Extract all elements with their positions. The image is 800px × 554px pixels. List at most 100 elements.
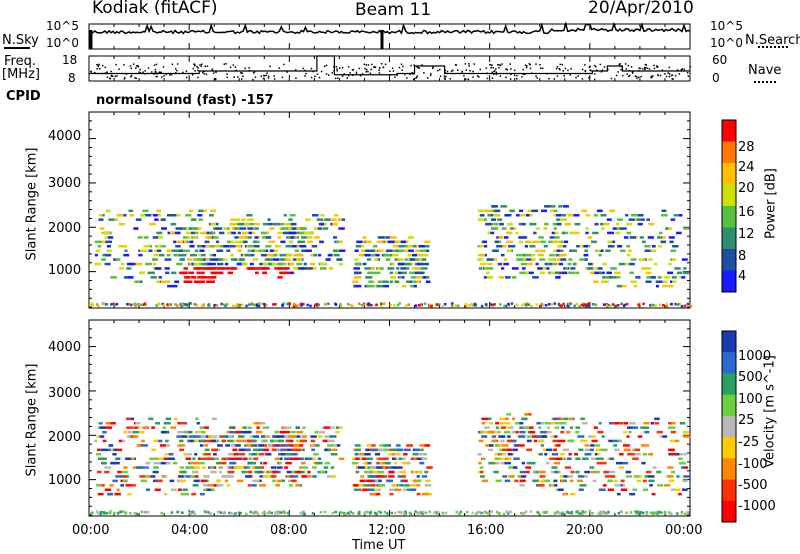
nave-point (563, 74, 565, 77)
power-cell (283, 214, 287, 217)
power-cell (274, 303, 277, 306)
velocity-cell (568, 417, 574, 421)
power-cell (336, 258, 343, 261)
velocity-cell (229, 466, 234, 469)
velocity-cell (248, 453, 252, 456)
power-cell (553, 214, 558, 217)
power-cell (123, 276, 129, 279)
velocity-cell (237, 511, 241, 514)
power-cell (488, 209, 496, 213)
power-cell (200, 245, 208, 248)
velocity-cell (686, 511, 689, 514)
velocity-cell (126, 426, 133, 429)
velocity-cell (281, 426, 288, 429)
power-cell (104, 253, 112, 257)
power-cell (355, 271, 359, 275)
power-cell (625, 302, 629, 306)
velocity-cell (355, 457, 361, 460)
xtick-0: 00:00 (72, 523, 110, 538)
velocity-cell (229, 430, 235, 434)
velocity-cell (204, 444, 208, 447)
velocity-cell (629, 492, 636, 496)
nave-point (667, 72, 669, 74)
nave-point (235, 69, 237, 72)
velocity-cell (375, 488, 379, 491)
power-cell (620, 302, 623, 305)
power-cell (204, 258, 209, 261)
velocity-cell (216, 484, 224, 487)
power-cell (248, 267, 253, 270)
power-cell (207, 304, 210, 307)
nave-point (635, 76, 638, 78)
velocity-cell (358, 466, 365, 469)
nave-point (672, 78, 674, 80)
power-colorbar-segment (722, 270, 736, 293)
nave-point (281, 76, 284, 79)
power-cell (262, 222, 269, 226)
power-cell (649, 304, 652, 307)
station-title: Kodiak (fitACF) (92, 0, 218, 18)
power-cell (210, 209, 217, 213)
velocity-cell (286, 470, 294, 474)
velocity-cell (645, 511, 649, 514)
nave-point (581, 78, 584, 80)
velocity-cell (365, 448, 370, 452)
power-cell (106, 245, 111, 248)
velocity-panel-frame (88, 319, 691, 517)
velocity-cell (233, 453, 239, 456)
nave-point (406, 77, 408, 79)
velocity-cell (228, 426, 233, 429)
power-cell (360, 249, 366, 252)
velocity-cell (626, 475, 632, 478)
nave-point (96, 68, 98, 70)
power-cell (552, 222, 557, 226)
power-cell (215, 240, 220, 244)
velocity-cell (99, 435, 105, 438)
power-cell (181, 253, 187, 257)
velocity-cell (383, 475, 387, 478)
velocity-cell (591, 435, 596, 438)
power-cell (527, 303, 531, 306)
velocity-cell (338, 457, 345, 460)
velocity-cell (646, 470, 652, 474)
velocity-cell (559, 475, 564, 478)
velocity-cell (244, 444, 249, 447)
power-cell (498, 236, 504, 239)
velocity-cell (204, 511, 208, 514)
power-cell (486, 262, 493, 266)
power-cell (378, 249, 384, 252)
velocity-cell (404, 511, 408, 514)
nave-point (522, 68, 524, 71)
velocity-cell (177, 430, 182, 434)
power-cell (549, 253, 555, 257)
velocity-cell (678, 457, 683, 460)
velocity-cell (163, 422, 171, 425)
power-cell (369, 284, 375, 288)
velocity-cell (215, 479, 222, 483)
power-cell (152, 258, 157, 261)
power-cell (661, 209, 667, 213)
power-cell (573, 304, 576, 307)
nave-point (159, 71, 161, 73)
power-cell (157, 280, 163, 283)
nave-point (570, 68, 572, 70)
velocity-cell (176, 435, 183, 438)
velocity-cell (96, 453, 101, 456)
velocity-cell (383, 510, 386, 514)
power-cell (409, 271, 415, 275)
power-cell (564, 222, 571, 226)
nave-point (492, 67, 494, 69)
nave-point (316, 73, 319, 75)
velocity-cell (538, 512, 541, 515)
nave-point (267, 77, 270, 79)
velocity-cell (507, 457, 512, 460)
velocity-cell (584, 470, 591, 474)
power-cell (676, 303, 680, 306)
nave-point (242, 75, 244, 77)
velocity-cell (660, 511, 663, 514)
nave-point (521, 76, 523, 78)
velocity-cell (108, 448, 114, 452)
power-cell (199, 249, 205, 252)
velocity-cell (318, 435, 323, 438)
power-cell (249, 262, 254, 266)
